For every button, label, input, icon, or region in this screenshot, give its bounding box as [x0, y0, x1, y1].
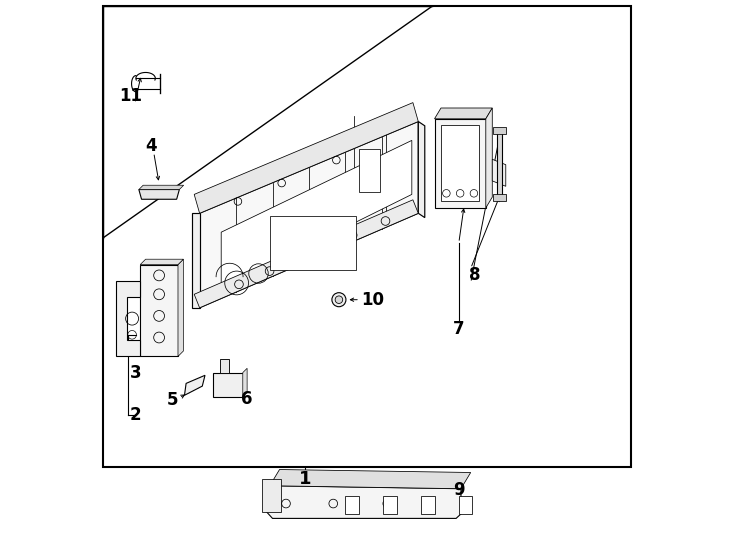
Polygon shape — [116, 281, 140, 356]
Circle shape — [335, 296, 343, 303]
Polygon shape — [195, 200, 418, 308]
Text: 7: 7 — [453, 320, 465, 339]
Polygon shape — [486, 108, 493, 208]
Polygon shape — [243, 368, 247, 397]
Text: 4: 4 — [145, 137, 157, 155]
Polygon shape — [140, 265, 178, 356]
Polygon shape — [459, 496, 472, 514]
Polygon shape — [139, 185, 184, 190]
Bar — [103, 6, 631, 467]
Polygon shape — [178, 259, 184, 356]
Polygon shape — [192, 213, 200, 308]
Polygon shape — [435, 108, 493, 119]
Polygon shape — [195, 103, 418, 213]
Polygon shape — [421, 496, 435, 514]
Polygon shape — [493, 194, 506, 201]
Polygon shape — [493, 159, 506, 186]
Text: 1: 1 — [299, 470, 311, 488]
Polygon shape — [200, 122, 418, 308]
Polygon shape — [359, 148, 380, 192]
Polygon shape — [140, 259, 184, 265]
Text: 10: 10 — [362, 291, 385, 309]
Text: 8: 8 — [469, 266, 481, 285]
Polygon shape — [435, 119, 486, 208]
Polygon shape — [497, 130, 502, 200]
Polygon shape — [221, 140, 412, 289]
Polygon shape — [184, 375, 205, 395]
Polygon shape — [346, 496, 359, 514]
Polygon shape — [270, 469, 470, 489]
Text: 11: 11 — [119, 87, 142, 105]
Text: 5: 5 — [167, 390, 178, 409]
Polygon shape — [270, 216, 356, 270]
Polygon shape — [139, 190, 179, 199]
Text: 3: 3 — [130, 363, 142, 382]
Polygon shape — [219, 359, 229, 373]
Polygon shape — [262, 479, 280, 512]
Text: 2: 2 — [130, 406, 142, 424]
Polygon shape — [493, 127, 506, 134]
Circle shape — [332, 293, 346, 307]
Polygon shape — [213, 373, 243, 397]
Text: 6: 6 — [241, 389, 253, 408]
Polygon shape — [441, 125, 479, 201]
Polygon shape — [383, 496, 396, 514]
Polygon shape — [264, 486, 461, 518]
Polygon shape — [418, 122, 425, 218]
Text: 9: 9 — [454, 481, 465, 500]
